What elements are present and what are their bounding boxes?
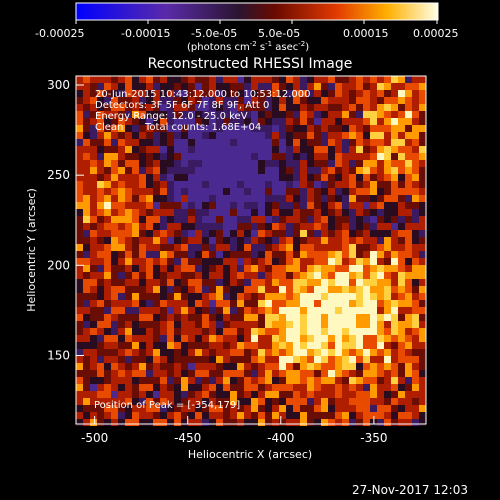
info-line: Total counts: 1.68E+04: [144, 122, 261, 133]
info-line: 20-Jun-2015 10:43:12.000 to 10:53:12.000: [95, 89, 311, 100]
x-axis: -500 -450 -400 -350: [81, 416, 387, 445]
colorbar-ticks: [75, 20, 438, 24]
x-axis-label: Heliocentric X (arcsec): [188, 448, 312, 461]
colorbar-tick-label: -0.00015: [121, 27, 170, 40]
plot-title: Reconstructed RHESSI Image: [148, 56, 353, 72]
x-tick-label: -500: [81, 431, 108, 445]
colorbar-tick-label: -0.00025: [35, 27, 84, 40]
info-line: Energy Range: 12.0 - 25.0 keV: [95, 111, 248, 122]
info-line: Clean: [95, 122, 123, 133]
colorbar-tick-label: 5.0e-05: [258, 27, 300, 40]
y-axis-label: Heliocentric Y (arcsec): [25, 188, 38, 312]
y-tick-label: 200: [47, 258, 70, 272]
y-tick-label: 300: [47, 78, 70, 92]
y-tick-label: 150: [47, 348, 70, 362]
colorbar-tick-label: 0.00025: [413, 27, 459, 40]
info-line: Detectors: 3F 5F 6F 7F 8F 9F, Att 0: [95, 100, 269, 111]
y-tick-label: 250: [47, 168, 70, 182]
timestamp: 27-Nov-2017 12:03: [352, 483, 468, 497]
colorbar: [75, 2, 439, 21]
colorbar-tick-label: -5.0e-05: [191, 27, 237, 40]
plot-frame: [75, 75, 427, 425]
solar-image: [76, 76, 426, 426]
colorbar-tick-label: 0.00015: [343, 27, 389, 40]
x-tick-label: -350: [360, 431, 387, 445]
x-tick-label: -400: [267, 431, 294, 445]
peak-position-label: Position of Peak = [-354,179]: [94, 400, 240, 411]
x-tick-label: -450: [174, 431, 201, 445]
y-axis: 150 200 250 300: [47, 78, 84, 362]
colorbar-unit-label: (photons cm-2 s-1 asec-2): [187, 40, 309, 53]
